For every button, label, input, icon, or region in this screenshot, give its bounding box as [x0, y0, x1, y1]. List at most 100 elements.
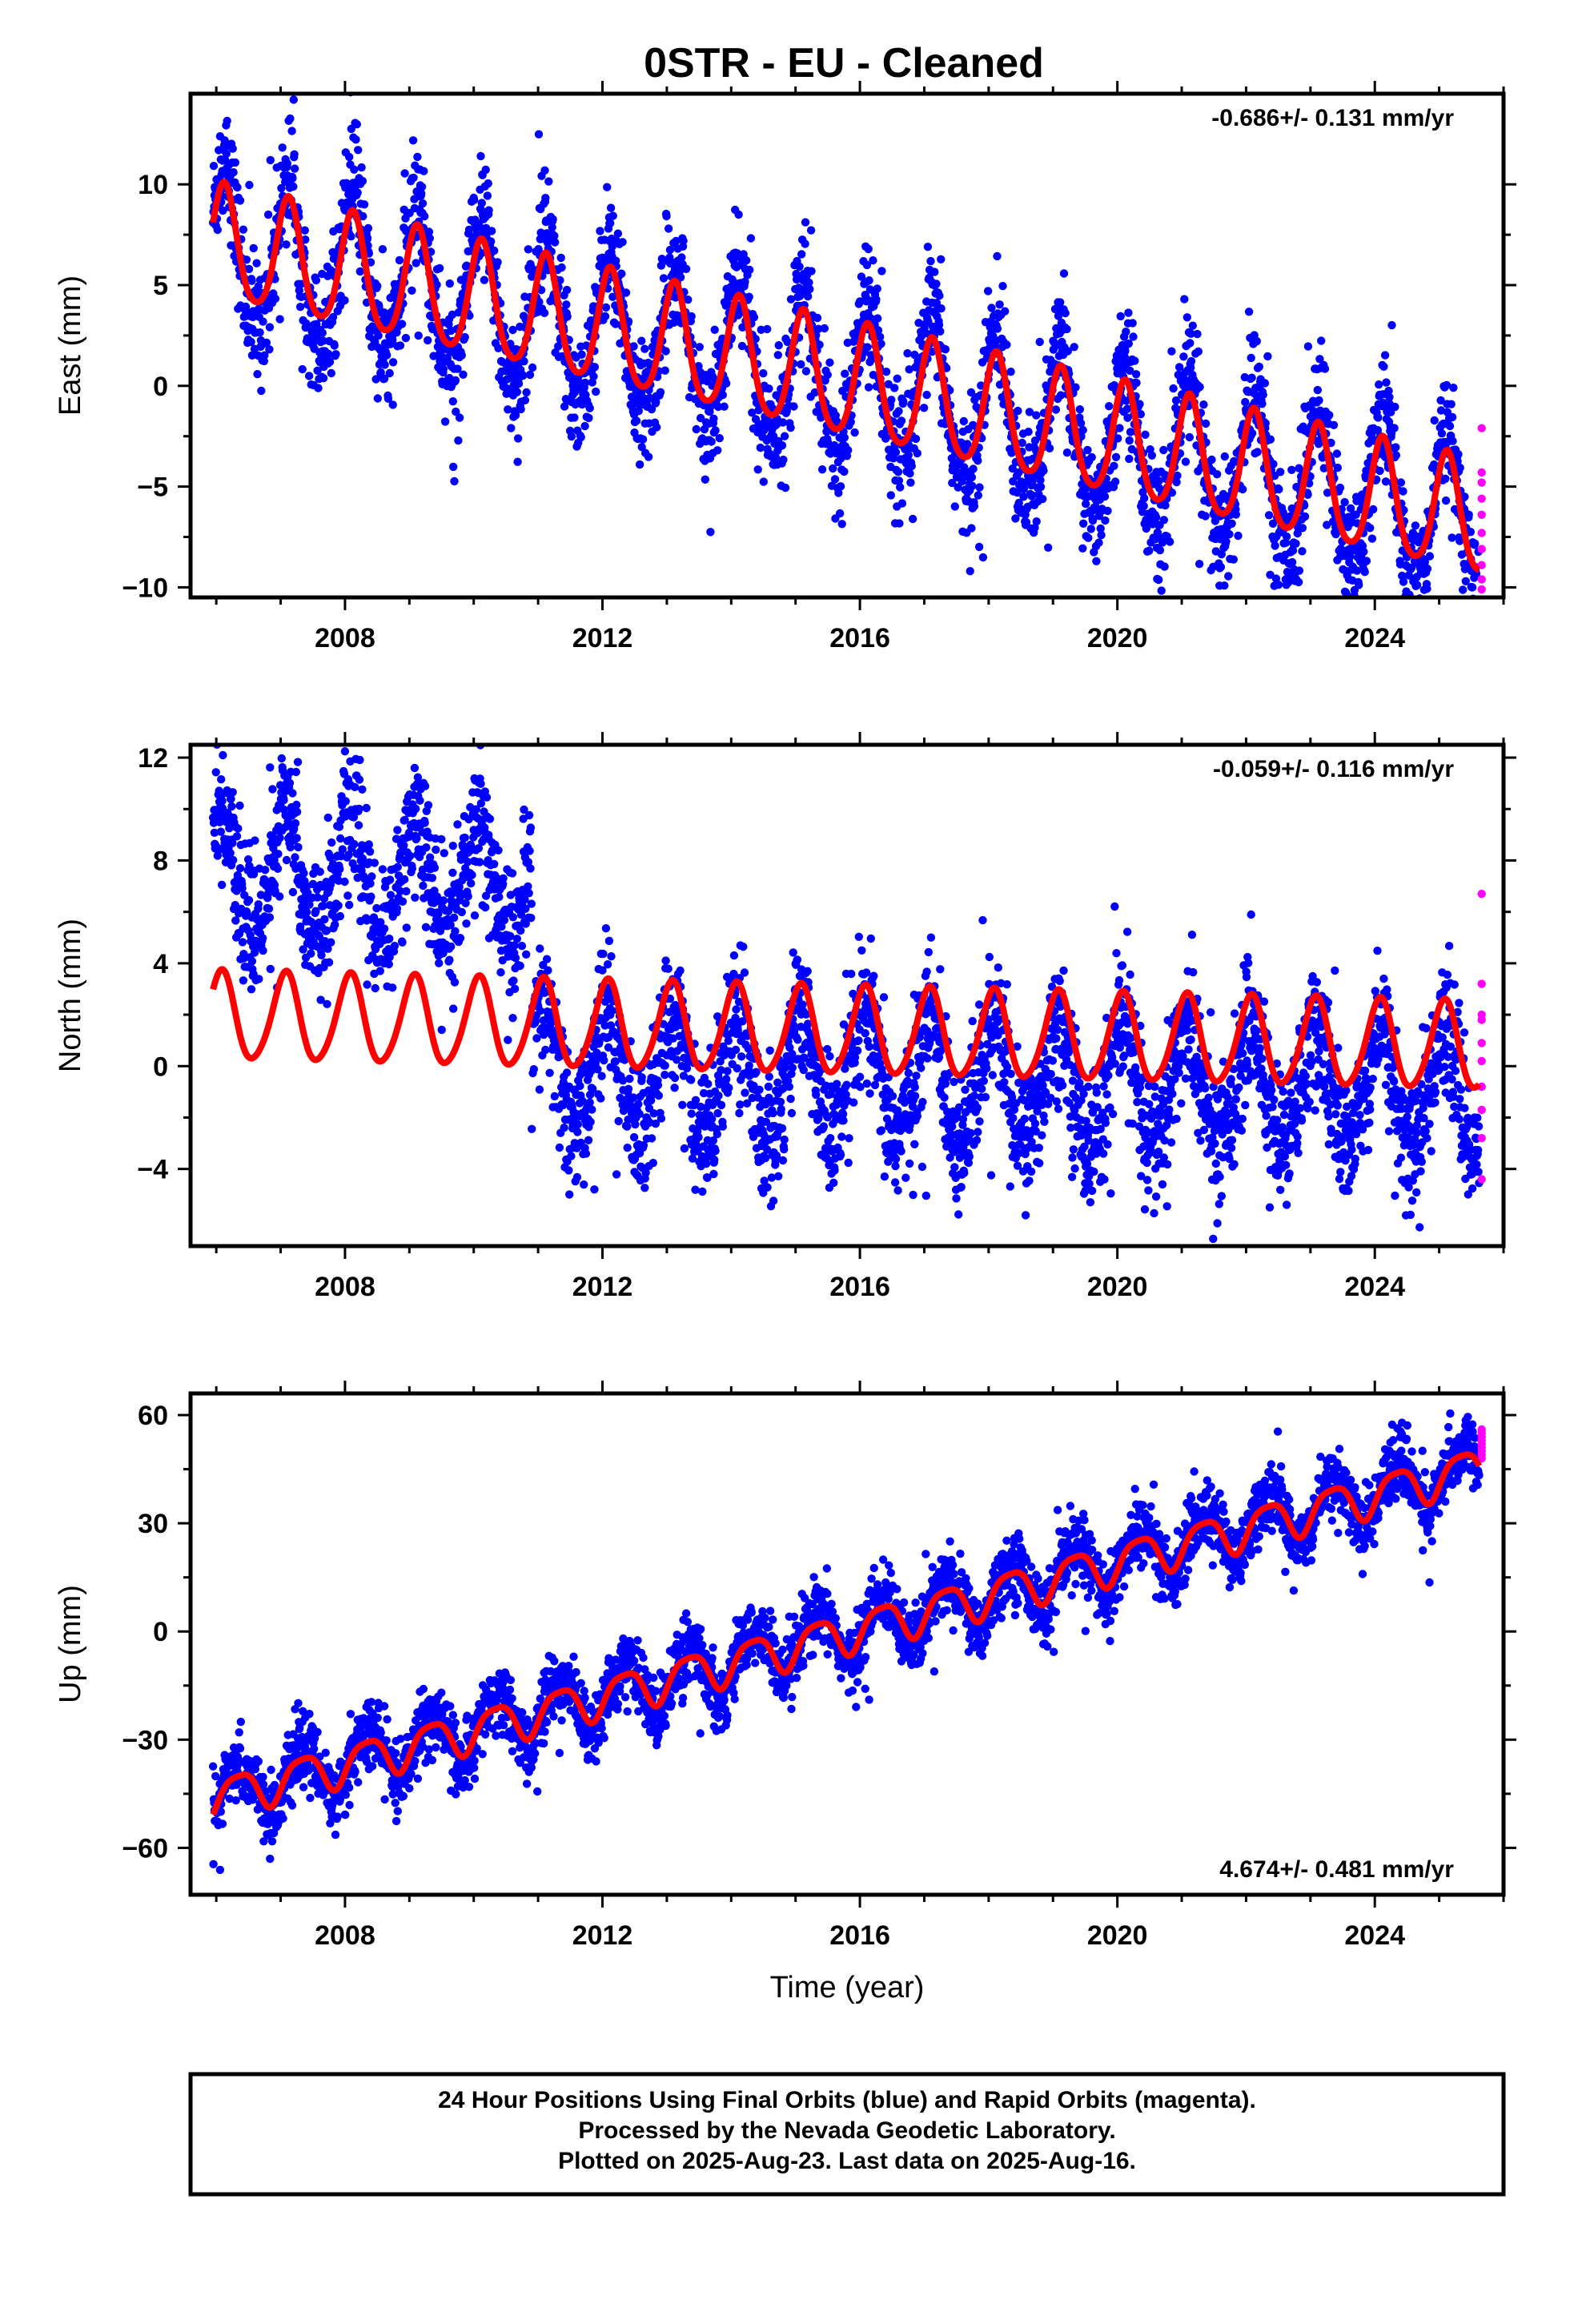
final-orbit-point [1294, 577, 1303, 587]
final-orbit-point [453, 820, 462, 829]
final-orbit-point [621, 288, 631, 297]
final-orbit-point [426, 853, 435, 862]
final-orbit-point [1407, 598, 1415, 606]
final-orbit-point [291, 818, 300, 828]
final-orbit-point [651, 1120, 661, 1128]
final-orbit-point [295, 303, 305, 312]
final-orbit-point [246, 931, 255, 940]
final-orbit-point [637, 336, 646, 345]
final-orbit-point [402, 923, 411, 932]
final-orbit-point [1038, 494, 1047, 504]
final-orbit-point [550, 231, 559, 240]
final-orbit-point [508, 869, 517, 878]
final-orbit-point [599, 949, 608, 959]
final-orbit-point [1352, 566, 1362, 575]
final-orbit-point [355, 267, 364, 276]
final-orbit-point [477, 199, 486, 207]
final-orbit-points [208, 745, 1484, 1246]
final-orbit-point [1253, 448, 1262, 456]
final-orbit-point [881, 368, 891, 376]
final-orbit-point [410, 763, 420, 773]
final-orbit-point [1186, 329, 1195, 338]
final-orbit-point [884, 380, 893, 388]
final-orbit-point [464, 225, 474, 234]
final-orbit-point [406, 851, 415, 861]
final-orbit-point [948, 478, 957, 488]
final-orbit-point [807, 267, 816, 275]
final-orbit-point [1132, 378, 1141, 388]
final-orbit-point [745, 265, 754, 275]
final-orbit-point [607, 952, 616, 961]
final-orbit-point [532, 1034, 541, 1043]
final-orbit-point [887, 396, 896, 404]
final-orbit-point [520, 895, 529, 904]
final-orbit-point [886, 491, 896, 500]
final-orbit-point [1362, 557, 1371, 565]
final-orbit-point [247, 957, 257, 966]
final-orbit-point [806, 226, 816, 235]
final-orbit-point [585, 404, 594, 412]
final-orbit-point [1160, 562, 1169, 571]
final-orbit-point [1056, 298, 1065, 307]
final-orbit-point [1264, 511, 1274, 520]
final-orbit-point [893, 468, 903, 476]
final-orbit-point [963, 440, 972, 448]
final-orbit-point [1174, 363, 1184, 372]
final-orbit-point [435, 263, 444, 273]
final-orbit-point [1173, 471, 1182, 480]
final-orbit-point [1199, 400, 1208, 409]
final-orbit-point [1447, 412, 1457, 422]
final-orbit-point [1182, 384, 1191, 392]
final-orbit-point [1441, 474, 1450, 483]
final-orbit-point [923, 243, 933, 251]
final-orbit-point [936, 327, 945, 336]
final-orbit-point [573, 1120, 582, 1129]
final-orbit-point [476, 151, 485, 161]
final-orbit-point [350, 839, 359, 849]
final-orbit-point [277, 754, 286, 763]
final-orbit-point [623, 1122, 632, 1131]
final-orbit-point [1407, 598, 1415, 606]
final-orbit-point [817, 465, 827, 474]
final-orbit-point [362, 803, 371, 813]
final-orbit-point [448, 397, 457, 406]
final-orbit-point [1375, 466, 1384, 476]
final-orbit-point [737, 341, 747, 351]
final-orbit-point [247, 276, 256, 285]
final-orbit-point [908, 514, 917, 524]
final-orbit-point [1195, 383, 1204, 392]
final-orbit-point [311, 275, 321, 285]
final-orbit-point [472, 805, 480, 814]
model-fit-line [210, 179, 1482, 573]
final-orbit-point [439, 896, 448, 905]
final-orbit-point [562, 285, 572, 295]
final-orbit-point [351, 782, 359, 791]
final-orbit-point [1062, 448, 1072, 457]
final-orbit-point [679, 236, 688, 245]
final-orbit-point [520, 357, 528, 366]
final-orbit-point [347, 232, 355, 241]
final-orbit-point [1054, 312, 1063, 320]
final-orbit-point [231, 158, 239, 167]
final-orbit-point [629, 342, 638, 351]
final-orbit-point [457, 907, 466, 917]
final-orbit-point [560, 402, 569, 411]
final-orbit-point [483, 191, 492, 200]
final-orbit-point [388, 358, 398, 367]
final-orbit-point [249, 243, 258, 253]
final-orbit-point [291, 767, 300, 777]
final-orbit-point [359, 200, 369, 209]
final-orbit-point [1266, 570, 1275, 579]
final-orbit-point [937, 304, 946, 313]
final-orbit-point [1247, 373, 1256, 382]
final-orbit-point [603, 183, 612, 191]
final-orbit-point [355, 755, 364, 765]
final-orbit-point [555, 1143, 564, 1152]
final-orbit-point [450, 476, 459, 486]
final-orbit-point [325, 357, 335, 367]
final-orbit-point [1122, 404, 1132, 413]
final-orbit-point [354, 146, 363, 155]
final-orbit-point [1339, 605, 1347, 613]
final-orbit-point [652, 423, 661, 432]
final-orbit-point [219, 206, 227, 215]
